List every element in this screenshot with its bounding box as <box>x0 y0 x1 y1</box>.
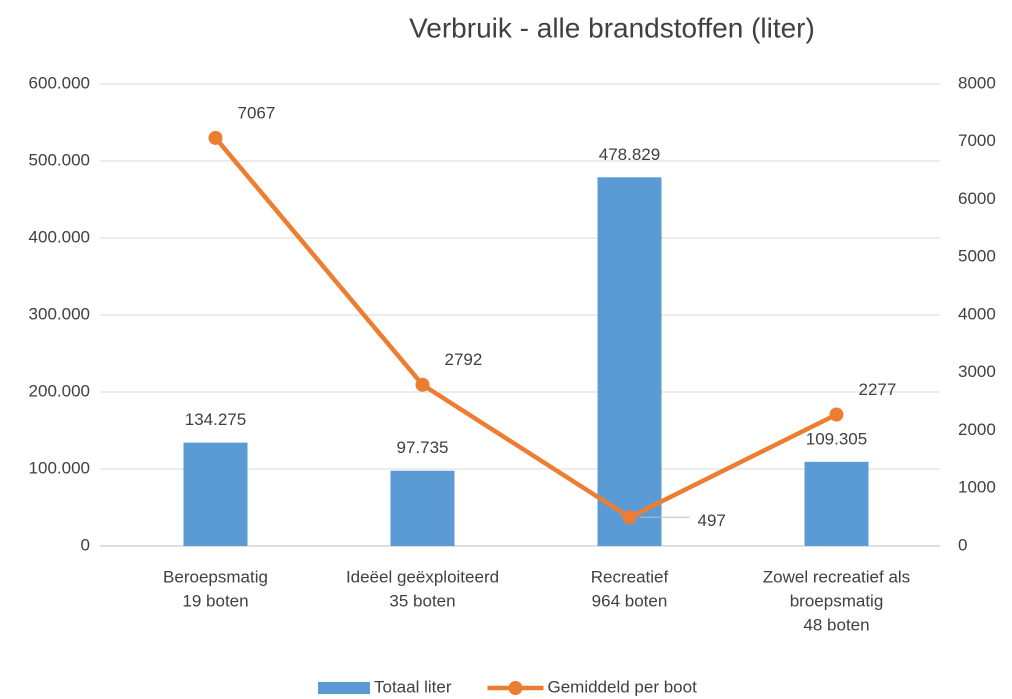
y2-tick-label: 2000 <box>958 420 996 439</box>
line <box>213 136 838 520</box>
y2-tick-label: 4000 <box>958 304 996 323</box>
line-point <box>622 510 637 525</box>
y-tick-label: 600.000 <box>29 73 90 92</box>
data-label: 134.275 <box>185 410 246 429</box>
y-tick-label: 200.000 <box>29 381 90 400</box>
y2-tick-label: 3000 <box>958 362 996 381</box>
x-tick-label: Ideëel geëxploiteerd <box>346 567 499 586</box>
y-tick-label: 500.000 <box>29 150 90 169</box>
line-point <box>415 377 430 392</box>
chart-title: Verbruik - alle brandstoffen (liter) <box>409 12 815 43</box>
line-point <box>208 130 223 145</box>
y2-tick-label: 0 <box>958 535 967 554</box>
data-label: 2277 <box>859 380 897 399</box>
x-tick-label: 964 boten <box>592 591 668 610</box>
y2-tick-label: 6000 <box>958 189 996 208</box>
legend-label: Totaal liter <box>374 677 452 696</box>
x-tick-label: 35 boten <box>389 591 455 610</box>
y2-tick-label: 1000 <box>958 478 996 497</box>
data-label: 2792 <box>445 350 483 369</box>
x-tick-label: Beroepsmatig <box>163 567 268 586</box>
legend-swatch <box>318 682 370 694</box>
y-tick-label: 400.000 <box>29 227 90 246</box>
y2-tick-label: 7000 <box>958 131 996 150</box>
legend-label: Gemiddeld per boot <box>547 677 697 696</box>
y-tick-label: 100.000 <box>29 458 90 477</box>
bar <box>804 461 869 546</box>
data-label: 109.305 <box>806 429 867 448</box>
y-tick-label: 0 <box>81 535 90 554</box>
legend-swatch <box>508 681 523 695</box>
x-tick-label: 48 boten <box>803 615 869 634</box>
x-tick-label: Zowel recreatief als <box>763 567 910 586</box>
x-tick-label: 19 boten <box>182 591 248 610</box>
data-label: 97.735 <box>397 438 449 457</box>
line-point <box>829 407 844 422</box>
data-label: 497 <box>698 511 726 530</box>
data-label: 7067 <box>238 103 276 122</box>
bar <box>597 177 662 546</box>
y-tick-label: 300.000 <box>29 304 90 323</box>
data-label: 478.829 <box>599 145 660 164</box>
y2-tick-label: 8000 <box>958 73 996 92</box>
x-tick-label: broepsmatig <box>790 591 884 610</box>
bar <box>390 470 455 546</box>
bar <box>183 442 248 546</box>
y2-tick-label: 5000 <box>958 247 996 266</box>
x-tick-label: Recreatief <box>591 567 669 586</box>
